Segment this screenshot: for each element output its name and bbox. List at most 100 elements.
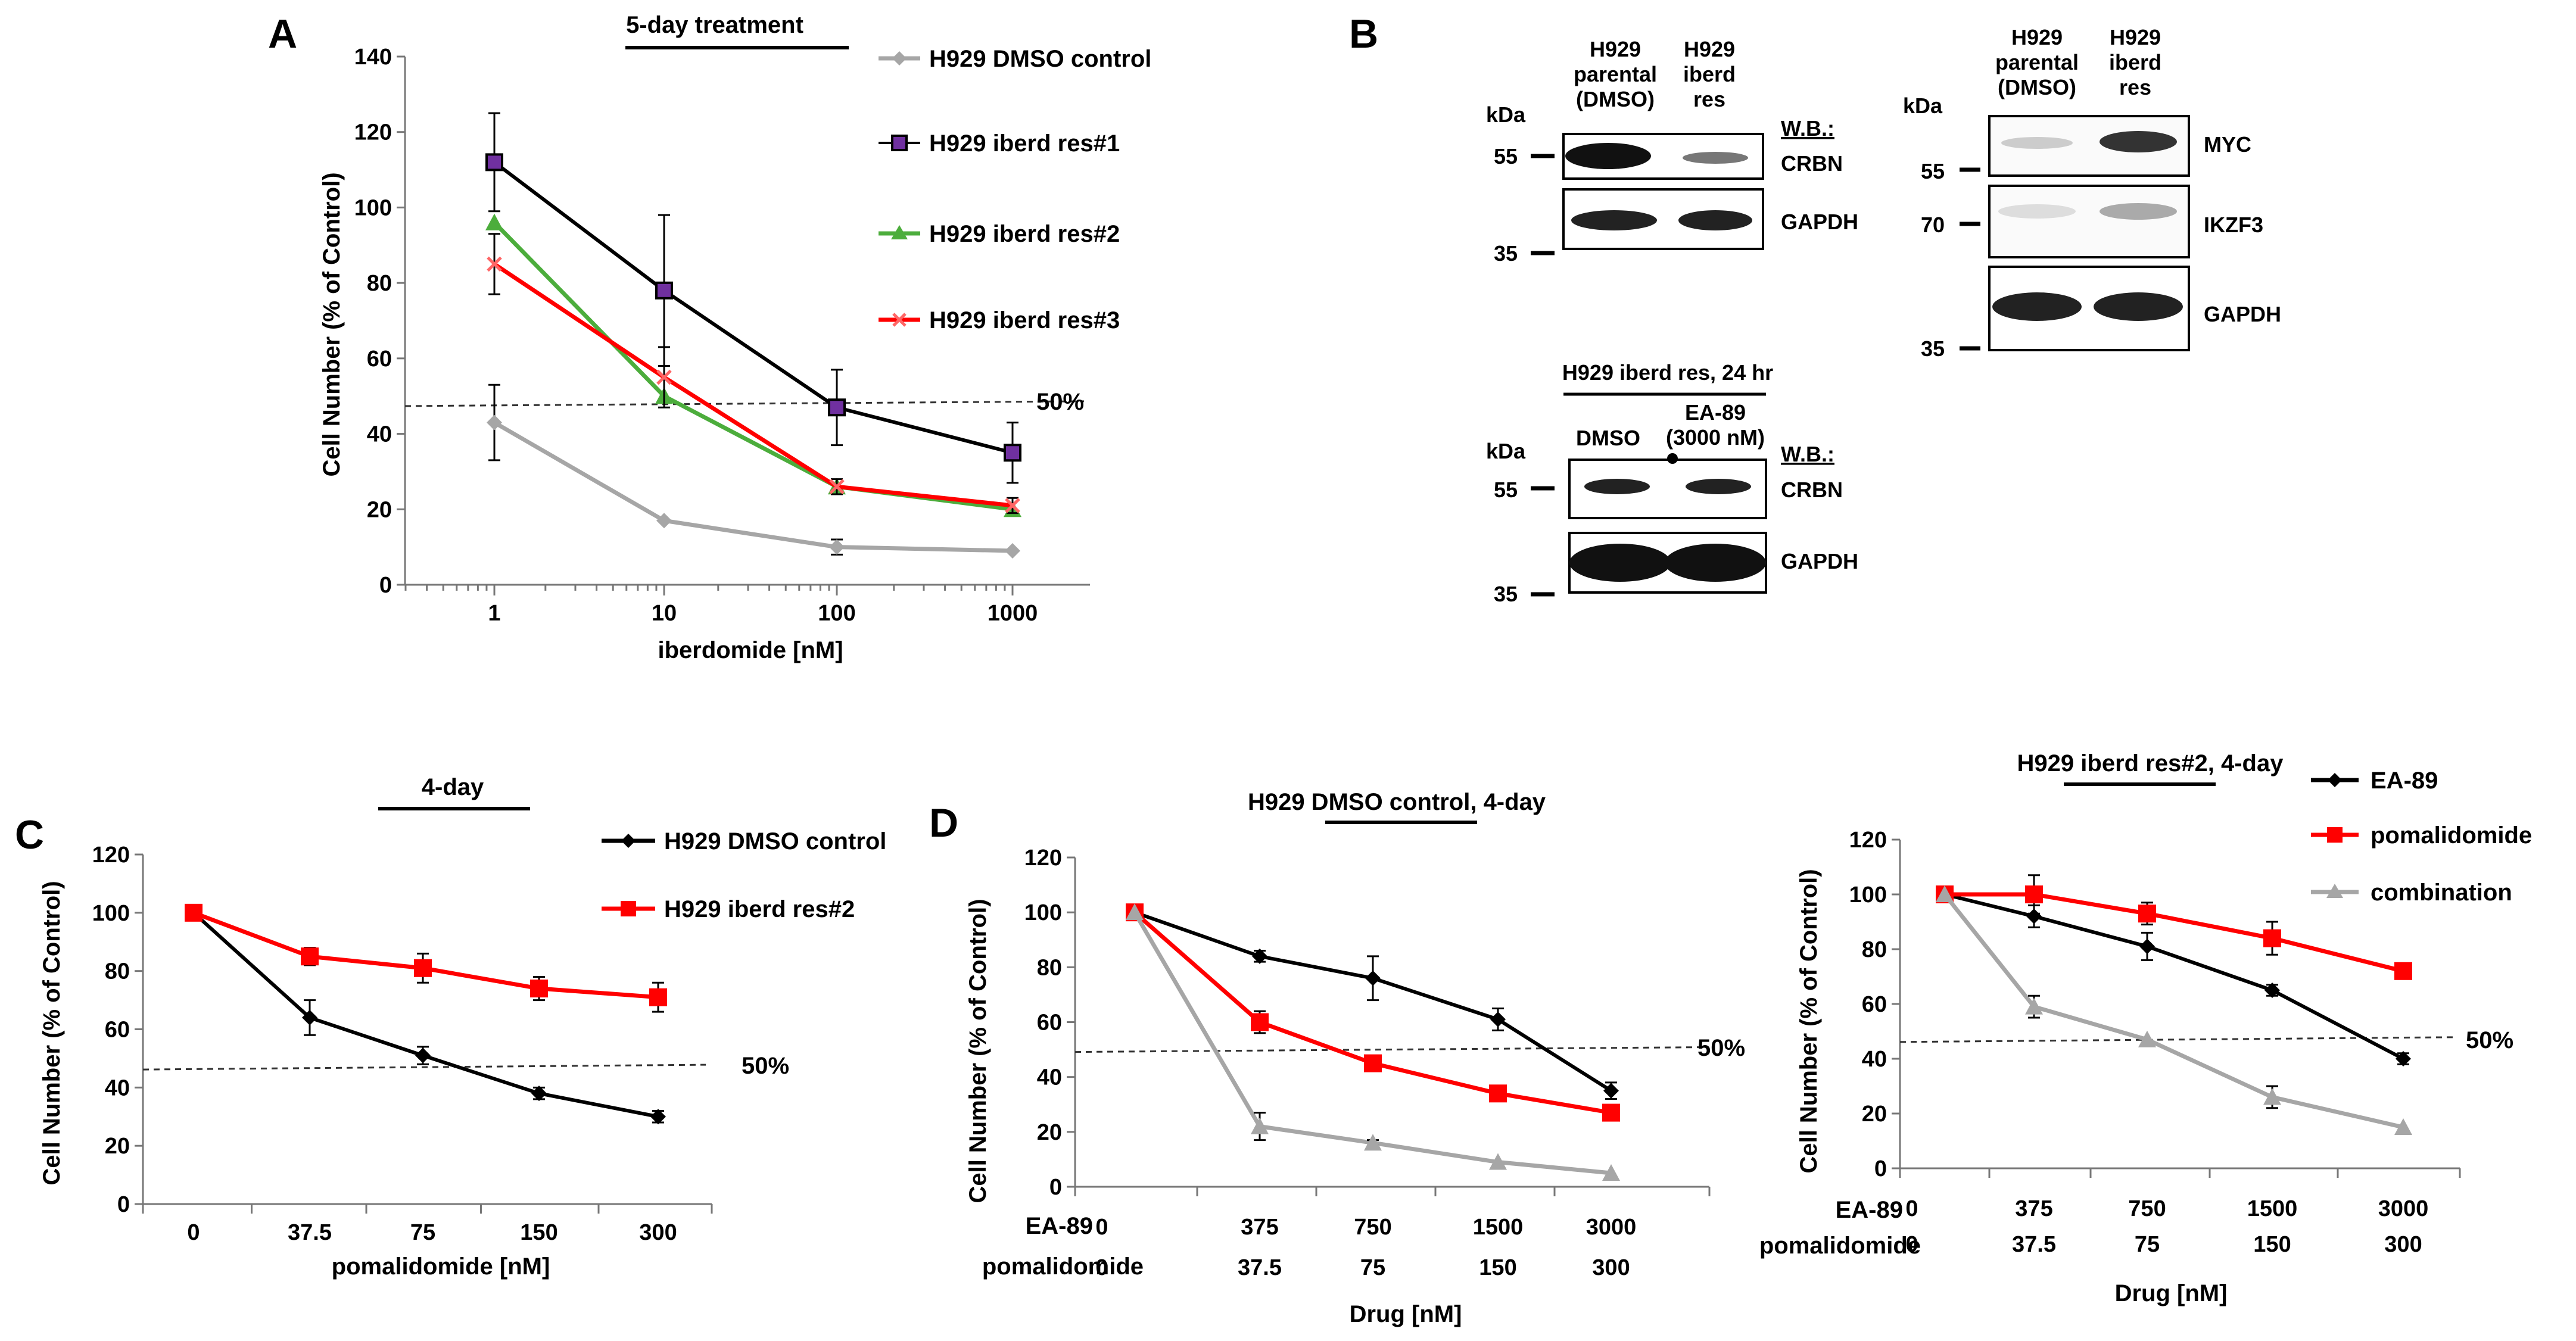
chart-a-legend-3: H929 iberd res#3 (929, 307, 1120, 333)
blot-tl-kda: kDa (1486, 102, 1526, 127)
chart-d1-series-1-point (1489, 1084, 1507, 1103)
blot-tl-crbn-band-1 (1565, 143, 1651, 169)
legend-marker-res3 (892, 313, 907, 327)
blot-bt-gapdh-band-2 (1665, 544, 1766, 582)
chart-d2-ylabel: Cell Number (% of Control) (1796, 869, 1822, 1173)
blot-tr-label-ikzf3: IKZF3 (2204, 213, 2263, 237)
chart-a-plot: 0 20 40 60 80 100 120 140 1 10 100 1000 (354, 45, 1090, 626)
chart-a-ytick-label: 100 (354, 195, 392, 220)
chart-d2-ref-label: 50% (2466, 1027, 2513, 1053)
chart-c-ytick-label: 100 (92, 901, 130, 926)
chart-d1-xtick-ea89: 3000 (1586, 1215, 1637, 1240)
chart-c-ytick-label: 0 (117, 1192, 130, 1217)
chart-c-ytick-label: 80 (105, 959, 130, 984)
chart-d1-xlabel: Drug [nM] (1350, 1301, 1462, 1327)
chart-d2-series-0-point (2396, 1051, 2411, 1066)
chart-d2-xtick-poma: 150 (2253, 1232, 2291, 1257)
chart-d2-title: H929 iberd res#2, 4-day (2017, 750, 2284, 776)
chart-d2-ytick-label: 80 (1862, 937, 1887, 962)
chart-d1-ytick-label: 100 (1024, 900, 1062, 925)
chart-c-series-0-point (415, 1047, 431, 1064)
chart-c-legend: H929 DMSO control H929 iberd res#2 (602, 828, 886, 922)
chart-a-legend: H929 DMSO control H929 iberd res#1 H929 … (879, 46, 1151, 333)
chart-a-ytick-label: 20 (367, 497, 392, 522)
chart-a-xtick-label: 1000 (988, 601, 1038, 626)
chart-d2-row-poma: pomalidomide (1759, 1233, 1921, 1259)
chart-d1-xtick-poma: 37.5 (1238, 1255, 1282, 1280)
blot-tl-gapdh-band-2 (1678, 210, 1752, 230)
chart-c-ytick-label: 20 (105, 1134, 130, 1159)
chart-d1-xtick-ea89: 0 (1095, 1215, 1108, 1240)
chart-c-xtick-label: 37.5 (288, 1220, 332, 1245)
panel-label-a: A (268, 11, 297, 57)
chart-a-ytick-label: 60 (367, 347, 392, 372)
blot-bt-lane-1: DMSO (1576, 426, 1640, 450)
chart-d1-ytick-label: 20 (1037, 1120, 1062, 1145)
blot-bt-lane-2: EA-89 (3000 nM) (1666, 400, 1765, 450)
chart-a-series-1-point (485, 153, 503, 171)
legend-marker-res2 (891, 225, 908, 239)
blot-tr-lane-1: H929 parental (DMSO) (1995, 25, 2079, 99)
blot-tl-wb: W.B.: (1781, 116, 1834, 141)
chart-a-ref-label: 50% (1036, 389, 1084, 415)
chart-d1-ytick-label: 80 (1037, 955, 1062, 980)
blot-tr-ikzf3-box (1988, 185, 2190, 258)
chart-d2-series-1-point (2025, 885, 2043, 903)
chart-a-legend-1: H929 iberd res#1 (929, 130, 1120, 157)
chart-d2-ytick-label: 0 (1874, 1156, 1887, 1181)
chart-a-series-3-line (493, 262, 1013, 508)
chart-d2-ytick-label: 40 (1862, 1047, 1887, 1072)
blot-tr-ikzf3-band-2 (2100, 203, 2177, 220)
chart-a-ytick-label: 120 (354, 120, 392, 145)
chart-a-ytick-label: 40 (367, 422, 392, 447)
chart-d1-title: H929 DMSO control, 4-day (1248, 789, 1546, 815)
legend-marker-c-res2 (621, 901, 636, 916)
chart-d1-ytick-label: 40 (1037, 1065, 1062, 1090)
chart-d2-series-1-line (1945, 892, 2404, 974)
chart-d1-row-poma: pomalidomide (982, 1253, 1144, 1280)
chart-d1-series-1-point (1364, 1054, 1382, 1072)
chart-c-series-1-point (301, 947, 319, 966)
blot-tr-kda: kDa (1903, 93, 1943, 118)
chart-c-series-0-point (302, 1009, 317, 1025)
legend-marker-d2-ea89 (2328, 773, 2342, 787)
chart-d1-ytick-label: 120 (1024, 846, 1062, 871)
blot-tr-label-myc: MYC (2204, 132, 2251, 157)
chart-a-series-0-point (1005, 542, 1020, 559)
chart-d1-xtick-ea89: 375 (1241, 1215, 1278, 1240)
blot-bt-crbn-band-1 (1584, 479, 1650, 494)
blot-tr-lane-2: H929 iberd res (2109, 25, 2161, 99)
chart-a-series-2-point (485, 213, 503, 230)
chart-d2-xtick-ea89: 0 (1905, 1196, 1918, 1221)
chart-c-xlabel: pomalidomide [nM] (332, 1253, 550, 1280)
blot-tr-ikzf3-band-1 (1998, 204, 2076, 219)
chart-d2-series-2-point (2394, 1118, 2412, 1135)
chart-d2-series-2-point (1936, 885, 1954, 902)
chart-d2-ytick-label: 20 (1862, 1102, 1887, 1127)
blot-tr-label-gapdh: GAPDH (2204, 302, 2281, 326)
chart-a-ytick-label: 0 (379, 573, 392, 598)
blot-bt-gapdh-band-1 (1569, 544, 1671, 582)
chart-d2-series-2-line (1943, 893, 2404, 1130)
chart-d2-legend-0: EA-89 (2371, 768, 2438, 794)
blot-tl-gapdh-band-1 (1571, 210, 1657, 230)
chart-d1-series-2-point (1251, 1117, 1269, 1134)
chart-a-xlabel: iberdomide [nM] (658, 637, 843, 663)
chart-a-series-0-line (493, 420, 1013, 553)
chart-a-title: 5-day treatment (626, 12, 803, 38)
chart-a-ylabel: Cell Number (% of Control) (319, 172, 345, 476)
chart-d1-xtick-ea89: 750 (1354, 1215, 1391, 1240)
chart-d1-series-1-point (1251, 1013, 1269, 1031)
chart-d1-ytick-label: 60 (1037, 1011, 1062, 1036)
chart-c-xtick-label: 300 (639, 1220, 677, 1245)
chart-d1-series-0-point (1365, 970, 1381, 986)
chart-c: 4-day 0 20 40 60 80 100 120 0 37.5 75 150 300 pomal… (39, 774, 886, 1280)
chart-a-xtick-label: 10 (652, 601, 677, 626)
chart-d2-ytick-label: 100 (1849, 882, 1887, 907)
chart-a-ytick-label: 140 (354, 45, 392, 70)
chart-d1-series-0-point (1252, 948, 1267, 964)
chart-d1-xtick-poma: 75 (1360, 1255, 1385, 1280)
chart-d2-legend-1: pomalidomide (2371, 822, 2532, 849)
chart-d1-ylabel: Cell Number (% of Control) (965, 899, 991, 1203)
